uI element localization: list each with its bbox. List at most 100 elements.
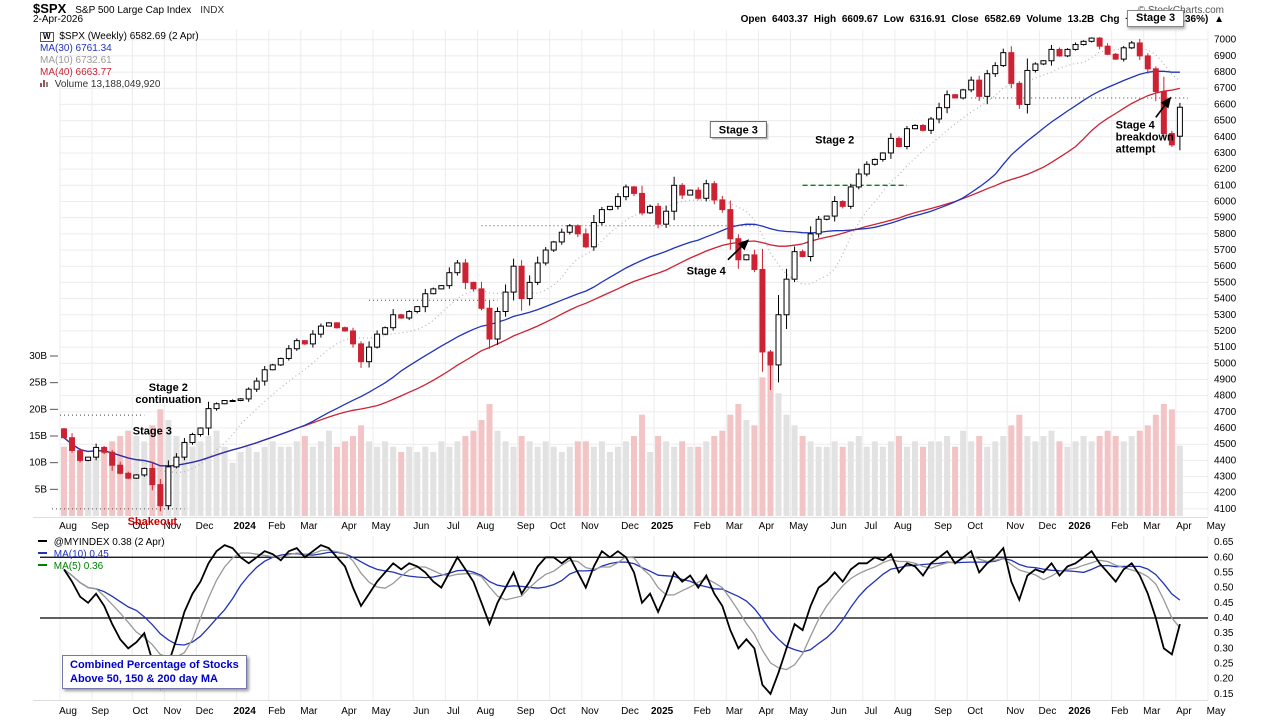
svg-text:0.40: 0.40 [1214, 613, 1234, 624]
svg-text:Feb: Feb [694, 521, 712, 532]
svg-text:2025: 2025 [651, 706, 674, 717]
svg-text:Stage 4: Stage 4 [1116, 120, 1156, 132]
lower-legend-series-row: @MYINDEX 0.38 (2 Apr) [38, 537, 165, 548]
svg-text:Nov: Nov [1006, 706, 1024, 717]
svg-text:Sep: Sep [934, 706, 952, 717]
svg-text:0.35: 0.35 [1214, 628, 1234, 639]
svg-text:5500: 5500 [1214, 277, 1237, 288]
svg-text:4400: 4400 [1214, 455, 1237, 466]
lower-legend: @MYINDEX 0.38 (2 Apr) MA(10) 0.45 MA(5) … [38, 537, 165, 573]
svg-text:May: May [789, 521, 808, 532]
volume-bars [61, 361, 1183, 516]
main-legend-series: $SPX (Weekly) 6582.69 (2 Apr) [59, 31, 199, 42]
ma10-line [63, 47, 1181, 474]
annotation-arrow-0 [727, 239, 750, 261]
svg-text:20B: 20B [29, 404, 47, 415]
svg-text:Jul: Jul [447, 521, 460, 532]
svg-text:Oct: Oct [967, 521, 983, 532]
annotation-stage3-mid: Stage 3 [709, 121, 769, 140]
svg-text:4600: 4600 [1214, 423, 1237, 434]
svg-text:4500: 4500 [1214, 439, 1237, 450]
svg-text:May: May [372, 521, 391, 532]
svg-text:2025: 2025 [651, 521, 674, 532]
svg-text:Jul: Jul [864, 706, 877, 717]
svg-text:6600: 6600 [1214, 99, 1237, 110]
svg-text:15B: 15B [29, 431, 47, 442]
reference-lines [51, 97, 1188, 510]
svg-text:Oct: Oct [132, 521, 148, 532]
svg-text:May: May [372, 706, 391, 717]
svg-text:0.45: 0.45 [1214, 598, 1234, 609]
month-labels-main: Aug Sep Oct Nov Dec 2024 Feb Mar Apr May Jun Jul Aug… [59, 521, 1225, 532]
candles-layer [61, 37, 1183, 512]
svg-text:Jun: Jun [831, 706, 847, 717]
svg-text:6300: 6300 [1214, 148, 1237, 159]
annotation-stage4-mid: Stage 4 [687, 265, 727, 277]
svg-text:0.60: 0.60 [1214, 552, 1234, 563]
svg-text:Oct: Oct [550, 706, 566, 717]
svg-text:Mar: Mar [726, 706, 744, 717]
svg-text:Apr: Apr [1176, 706, 1192, 717]
svg-text:4900: 4900 [1214, 374, 1237, 385]
month-labels-lower: Aug Sep Oct Nov Dec 2024 Feb Mar Apr May Jun Jul Aug… [59, 706, 1225, 717]
svg-text:7000: 7000 [1214, 35, 1237, 46]
svg-text:0.30: 0.30 [1214, 643, 1234, 654]
svg-text:5800: 5800 [1214, 229, 1237, 240]
svg-text:Sep: Sep [91, 706, 109, 717]
svg-text:4300: 4300 [1214, 472, 1237, 483]
svg-text:2026: 2026 [1068, 706, 1091, 717]
chart-date: 2-Apr-2026 [33, 14, 84, 25]
svg-text:5B: 5B [35, 484, 48, 495]
svg-text:0.25: 0.25 [1214, 659, 1234, 670]
svg-text:Aug: Aug [477, 521, 495, 532]
svg-text:Apr: Apr [341, 706, 357, 717]
svg-text:6900: 6900 [1214, 51, 1237, 62]
svg-text:Aug: Aug [477, 706, 495, 717]
lower-legend-ma10-row: MA(10) 0.45 [38, 549, 165, 560]
annotation-stage2-mid: Stage 2 [815, 134, 854, 146]
indicator-note-line2: Above 50, 150 & 200 day MA [70, 673, 218, 685]
svg-text:Stage 2: Stage 2 [149, 382, 188, 394]
ma30-line [63, 70, 1180, 467]
svg-text:6400: 6400 [1214, 132, 1237, 143]
svg-text:Jul: Jul [447, 706, 460, 717]
svg-text:Nov: Nov [163, 706, 181, 717]
indicator-note-line1: Combined Percentage of Stocks [70, 659, 239, 671]
svg-text:breakdown: breakdown [1116, 132, 1174, 144]
svg-text:Dec: Dec [621, 521, 639, 532]
svg-text:Mar: Mar [726, 521, 744, 532]
svg-text:0.20: 0.20 [1214, 674, 1234, 685]
svg-text:Dec: Dec [1039, 521, 1057, 532]
quote-line: Open 6403.37 High 6609.67 Low 6316.91 Cl… [740, 14, 1224, 25]
svg-text:Stage 3: Stage 3 [133, 425, 172, 437]
volume-icon [40, 79, 49, 90]
svg-text:4700: 4700 [1214, 407, 1237, 418]
svg-text:Stage 4: Stage 4 [687, 265, 727, 277]
svg-text:5600: 5600 [1214, 261, 1237, 272]
svg-text:Mar: Mar [1143, 706, 1161, 717]
main-legend-ma40: MA(40) 6663.77 [40, 67, 112, 78]
svg-text:30B: 30B [29, 351, 47, 362]
svg-text:Aug: Aug [59, 521, 77, 532]
main-legend-volume-row: Volume 13,188,049,920 [40, 79, 199, 90]
svg-text:Shakeout: Shakeout [128, 516, 178, 528]
svg-text:Apr: Apr [759, 521, 775, 532]
svg-text:Dec: Dec [621, 706, 639, 717]
annotation-arrow-1 [1155, 96, 1172, 118]
symbol-name: S&P 500 Large Cap Index [75, 5, 192, 16]
svg-text:Feb: Feb [694, 706, 712, 717]
svg-text:May: May [1207, 521, 1226, 532]
svg-text:5300: 5300 [1214, 310, 1237, 321]
osc-index-line [63, 544, 1181, 696]
volume-axis: 5B 10B 15B 20B 25B 30B [29, 351, 58, 495]
stage-badge: Stage 3 [1127, 10, 1185, 27]
svg-text:Oct: Oct [132, 706, 148, 717]
svg-text:Dec: Dec [196, 706, 214, 717]
svg-text:Jun: Jun [413, 706, 429, 717]
main-legend-ma30: MA(30) 6761.34 [40, 43, 112, 54]
svg-text:6700: 6700 [1214, 83, 1237, 94]
svg-text:Apr: Apr [341, 521, 357, 532]
grid-layer [33, 30, 1209, 701]
